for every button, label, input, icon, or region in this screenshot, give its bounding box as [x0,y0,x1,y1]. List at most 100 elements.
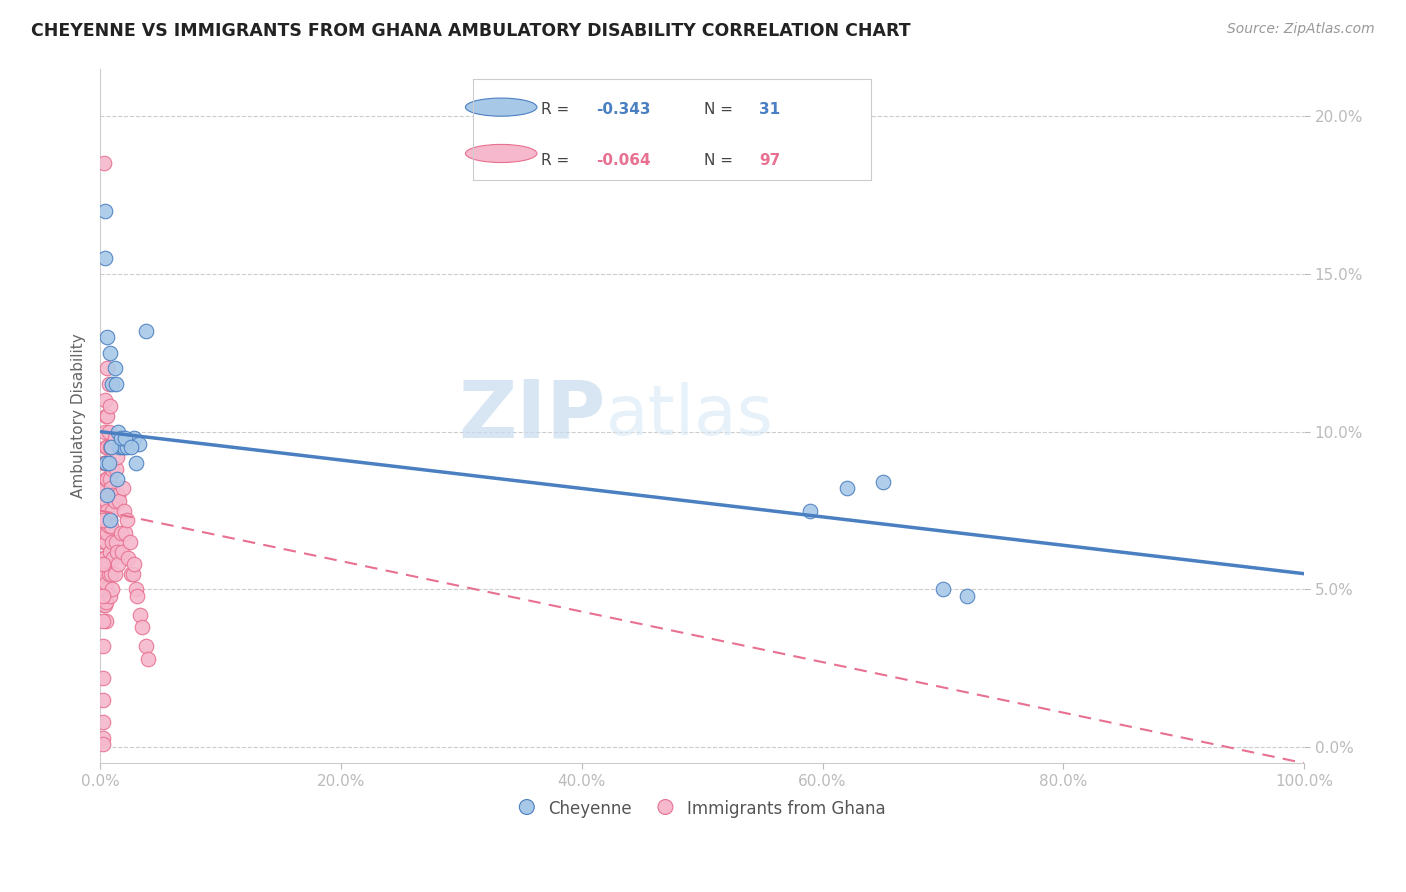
Point [93,156,115,170]
Point [117,550,139,565]
Point [111,431,134,445]
Point [91,737,114,751]
Point [94,456,117,470]
Point [112,441,135,455]
Point [118,434,141,448]
Point [101,377,124,392]
Point [93,550,115,565]
Point [101,582,124,597]
Point [100,441,122,455]
Point [94,550,117,565]
Point [104,462,127,476]
Point [115,513,138,527]
Point [96,503,118,517]
Point [932,582,955,597]
Point [91,640,114,654]
Point [111,482,134,496]
Point [97,519,120,533]
Point [135,324,157,338]
Point [103,494,125,508]
Point [93,566,115,581]
Point [94,582,117,597]
Point [94,409,117,423]
Point [91,731,114,745]
Point [94,472,117,486]
Point [128,607,150,622]
Point [101,462,124,476]
Point [125,582,148,597]
Text: atlas: atlas [606,383,773,450]
Point [98,544,121,558]
Point [135,640,157,654]
Point [103,488,125,502]
Point [93,519,115,533]
Point [94,558,117,572]
Point [121,566,143,581]
Point [799,503,821,517]
Point [103,431,125,445]
Point [120,535,142,549]
Point [91,614,114,628]
Point [103,566,125,581]
Point [97,377,120,392]
Point [96,409,118,423]
Point [97,488,120,502]
Point [94,595,117,609]
Text: CHEYENNE VS IMMIGRANTS FROM GHANA AMBULATORY DISABILITY CORRELATION CHART: CHEYENNE VS IMMIGRANTS FROM GHANA AMBULA… [31,22,911,40]
Point [122,431,145,445]
Point [94,482,117,496]
Point [98,345,121,359]
Point [127,589,149,603]
Point [94,456,117,470]
Point [93,535,115,549]
Point [97,566,120,581]
Point [94,566,117,581]
Point [835,482,858,496]
Point [101,503,124,517]
Point [105,472,128,486]
Point [94,535,117,549]
Point [105,450,128,464]
Point [96,361,118,376]
Point [91,693,114,707]
Point [91,558,114,572]
Point [98,441,121,455]
Point [100,566,122,581]
Point [93,599,115,613]
Point [94,494,117,508]
Point [114,431,136,445]
Point [115,441,138,455]
Point [136,652,159,666]
Point [94,425,117,439]
Point [108,494,131,508]
Point [125,456,148,470]
Point [96,330,118,344]
Point [112,503,135,517]
Point [98,513,121,527]
Point [111,441,134,455]
Point [110,525,132,540]
Point [122,558,145,572]
Point [131,620,153,634]
Point [110,431,132,445]
Point [93,582,115,597]
Point [114,525,136,540]
Point [93,482,115,496]
Point [98,400,121,414]
Point [108,441,131,455]
Point [107,488,129,502]
Point [93,503,115,517]
Point [100,441,122,455]
Point [98,472,121,486]
Point [872,475,894,490]
Point [91,671,114,685]
Point [103,550,125,565]
Point [103,361,125,376]
Point [94,614,117,628]
Point [105,544,128,558]
Legend: Cheyenne, Immigrants from Ghana: Cheyenne, Immigrants from Ghana [512,793,893,824]
Point [120,441,142,455]
Point [91,589,114,603]
Point [96,441,118,455]
Point [94,525,117,540]
